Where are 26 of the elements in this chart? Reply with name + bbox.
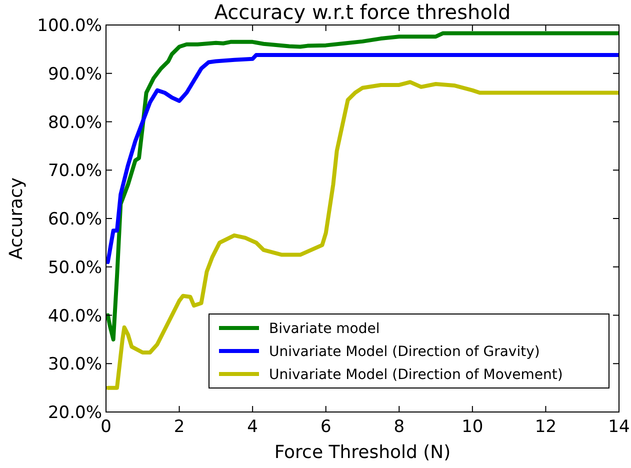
legend-label: Univariate Model (Direction of Gravity) [269,344,540,360]
x-tick-label: 14 [608,417,630,437]
line-series [106,52,619,264]
x-tick-label: 0 [100,417,112,437]
y-axis-title: Accuracy [6,177,27,260]
legend-label: Univariate Model (Direction of Movement) [269,367,563,383]
x-axis-title: Force Threshold (N) [274,442,451,463]
x-tick-label: 6 [320,417,332,437]
x-tick-label: 2 [174,417,185,437]
y-tick-label: 90.0% [48,64,102,84]
y-tick-label: 70.0% [48,161,102,182]
chart-title: Accuracy w.r.t force threshold [214,0,511,24]
y-tick-label: 100.0% [37,16,102,36]
y-tick-label: 20.0% [48,403,102,423]
y-tick-label: 80.0% [48,112,102,133]
x-tick-label: 4 [247,417,258,437]
x-tick-label: 8 [394,417,405,437]
y-tick-label: 60.0% [48,210,102,230]
line-series [106,31,619,342]
y-tick-label: 50.0% [48,258,102,278]
y-tick-label: 30.0% [48,354,102,375]
x-tick-label: 12 [534,417,557,437]
line-series [106,80,619,390]
x-tick-label: 10 [462,417,484,437]
y-tick-label: 40.0% [48,306,102,326]
legend-label: Bivariate model [269,321,380,337]
